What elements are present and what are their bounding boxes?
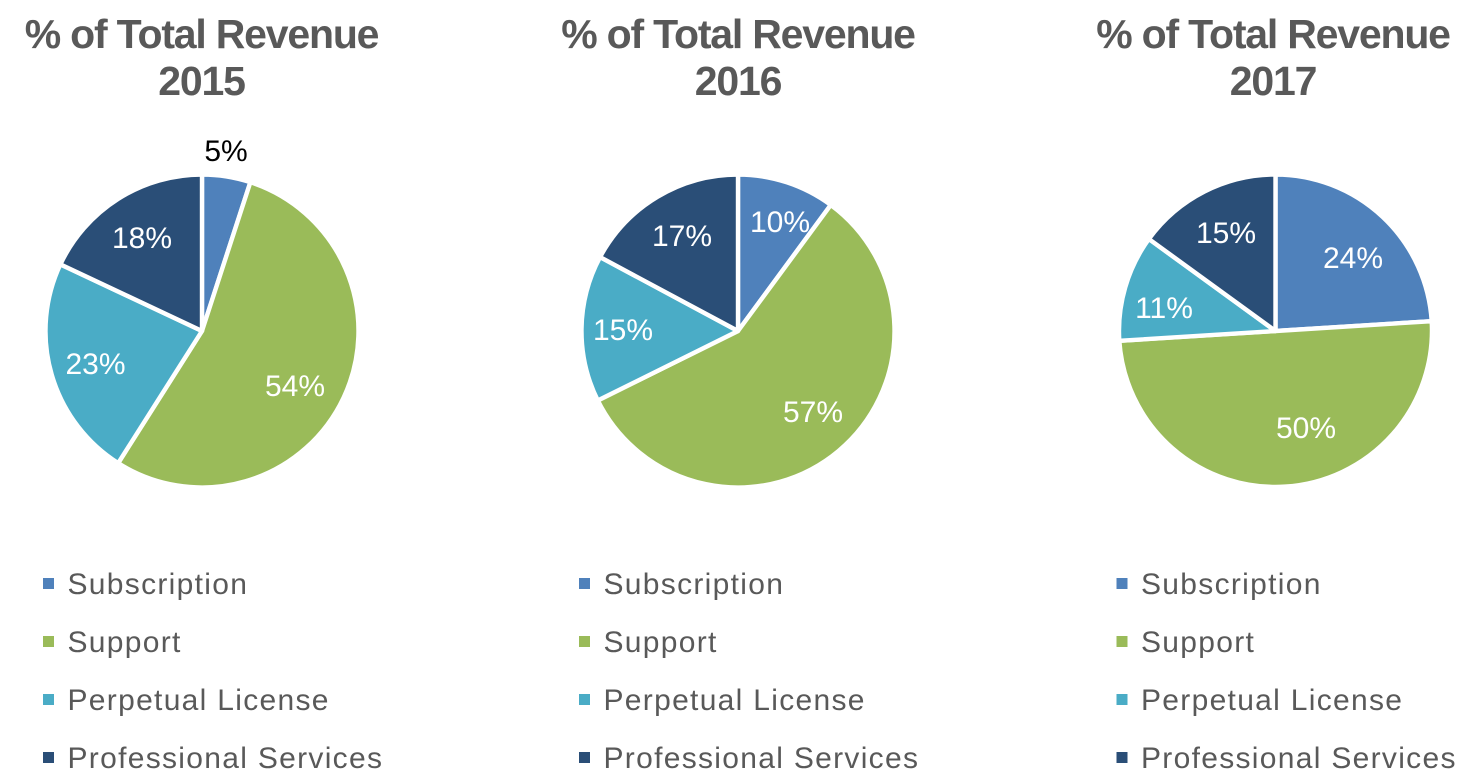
svg-text:Subscription: Subscription (604, 568, 785, 601)
svg-text:2015: 2015 (158, 58, 245, 104)
svg-text:% of Total Revenue: % of Total Revenue (561, 11, 915, 57)
svg-text:Support: Support (604, 626, 718, 659)
svg-text:Perpetual License: Perpetual License (68, 684, 330, 717)
svg-text:% of Total Revenue: % of Total Revenue (25, 11, 379, 57)
svg-text:15%: 15% (593, 314, 653, 347)
svg-text:Professional Services: Professional Services (1141, 742, 1457, 775)
svg-text:54%: 54% (265, 370, 325, 403)
svg-text:15%: 15% (1196, 217, 1256, 250)
svg-text:57%: 57% (783, 396, 843, 429)
svg-text:18%: 18% (112, 222, 172, 255)
svg-text:Perpetual License: Perpetual License (604, 684, 866, 717)
svg-text:24%: 24% (1323, 242, 1383, 275)
svg-text:5%: 5% (204, 135, 247, 168)
svg-text:11%: 11% (1135, 292, 1193, 325)
svg-text:Support: Support (68, 626, 182, 659)
svg-text:Subscription: Subscription (1141, 568, 1322, 601)
svg-text:17%: 17% (652, 220, 712, 253)
svg-text:10%: 10% (750, 206, 810, 239)
svg-text:Subscription: Subscription (68, 568, 249, 601)
svg-text:Support: Support (1141, 626, 1255, 659)
svg-text:% of Total Revenue: % of Total Revenue (1096, 11, 1450, 57)
svg-text:Perpetual License: Perpetual License (1141, 684, 1403, 717)
svg-text:2017: 2017 (1230, 58, 1316, 104)
svg-text:50%: 50% (1276, 412, 1336, 445)
svg-text:Professional Services: Professional Services (68, 742, 384, 775)
svg-text:23%: 23% (65, 348, 125, 381)
svg-text:Professional Services: Professional Services (604, 742, 920, 775)
svg-text:2016: 2016 (695, 58, 782, 104)
